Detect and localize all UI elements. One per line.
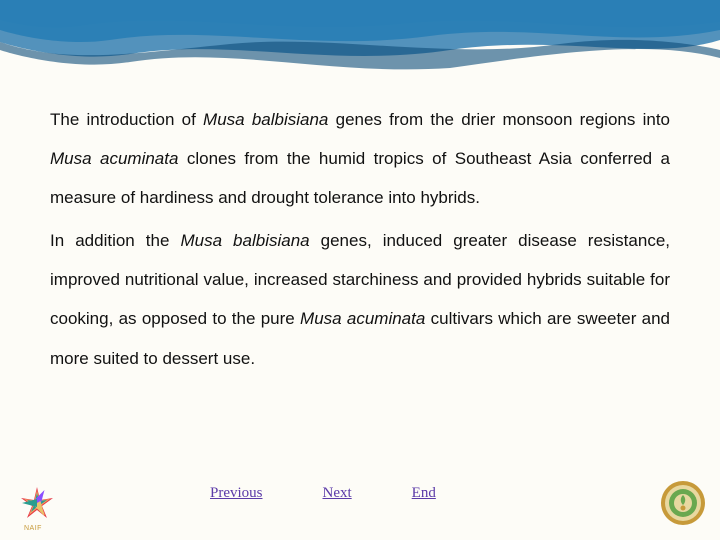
paragraph-2: In addition the Musa balbisiana genes, i… xyxy=(50,221,670,377)
paragraph-1: The introduction of Musa balbisiana gene… xyxy=(50,100,670,217)
seal-logo xyxy=(660,480,706,526)
previous-link[interactable]: Previous xyxy=(210,485,263,502)
naif-logo xyxy=(14,484,60,526)
slide-body: The introduction of Musa balbisiana gene… xyxy=(50,100,670,378)
seal-logo-icon xyxy=(660,480,706,526)
end-link[interactable]: End xyxy=(412,485,436,502)
naif-label: NAIF xyxy=(24,525,42,532)
naif-logo-icon xyxy=(14,484,60,526)
nav-links: Previous Next End xyxy=(0,485,720,502)
wave-svg xyxy=(0,0,720,90)
next-link[interactable]: Next xyxy=(323,485,352,502)
header-wave xyxy=(0,0,720,90)
